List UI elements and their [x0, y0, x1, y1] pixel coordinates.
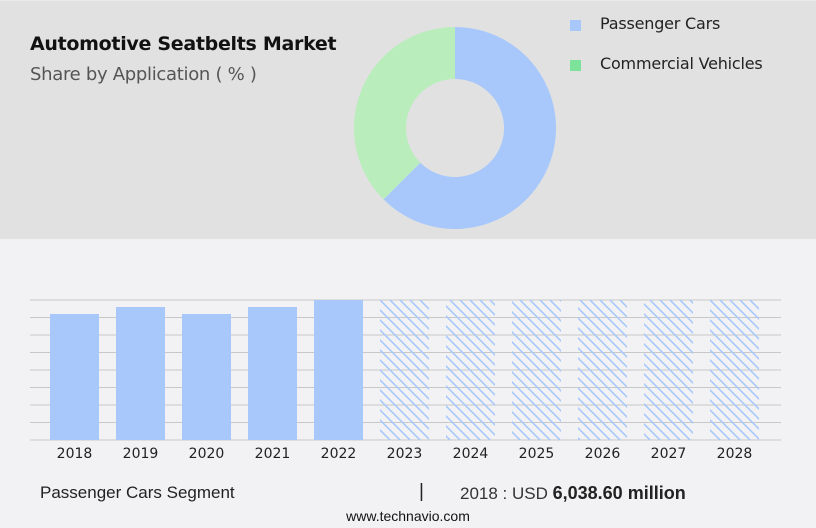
x-tick-label: 2024: [452, 446, 489, 462]
donut-chart: [353, 27, 556, 229]
legend-swatch-icon: [570, 60, 581, 71]
donut-slice-commercial-vehicles: [353, 27, 455, 200]
x-tick-label: 2020: [188, 446, 225, 462]
bar-2026-forecast: [578, 300, 627, 440]
bar-2028-forecast: [710, 300, 759, 440]
legend-swatch-icon: [570, 20, 581, 31]
bar-2027-forecast: [644, 300, 693, 440]
bar-2023-forecast: [380, 300, 429, 440]
x-tick-label: 2022: [320, 446, 357, 462]
bar-2020: [182, 314, 231, 440]
x-tick-label: 2019: [122, 446, 159, 462]
bar-2024-forecast: [446, 300, 495, 440]
x-tick-label: 2018: [56, 446, 93, 462]
chart-subtitle: Share by Application ( % ): [30, 64, 257, 85]
segment-label: Passenger Cars Segment: [40, 483, 235, 502]
donut-slice-passenger-cars: [383, 27, 556, 229]
page-title: Automotive Seatbelts Market: [30, 33, 337, 55]
x-tick-label: 2028: [716, 446, 753, 462]
legend-label: Passenger Cars: [600, 14, 721, 33]
x-tick-label: 2021: [254, 446, 291, 462]
segment-value: 2018 : USD 6,038.60 million: [460, 483, 686, 504]
website-link[interactable]: www.technavio.com: [346, 508, 470, 524]
x-tick-label: 2026: [584, 446, 621, 462]
bar-2022: [314, 300, 363, 440]
segment-year-prefix: 2018 : USD: [460, 484, 548, 503]
bar-2019: [116, 307, 165, 440]
bar-2025-forecast: [512, 300, 561, 440]
footer-separator: |: [419, 481, 424, 502]
x-tick-label: 2027: [650, 446, 687, 462]
segment-value-amount: 6,038.60 million: [552, 483, 686, 503]
x-tick-label: 2023: [386, 446, 423, 462]
bar-2021: [248, 307, 297, 440]
x-tick-label: 2025: [518, 446, 555, 462]
legend-label: Commercial Vehicles: [600, 54, 763, 73]
bar-2018: [50, 314, 99, 440]
